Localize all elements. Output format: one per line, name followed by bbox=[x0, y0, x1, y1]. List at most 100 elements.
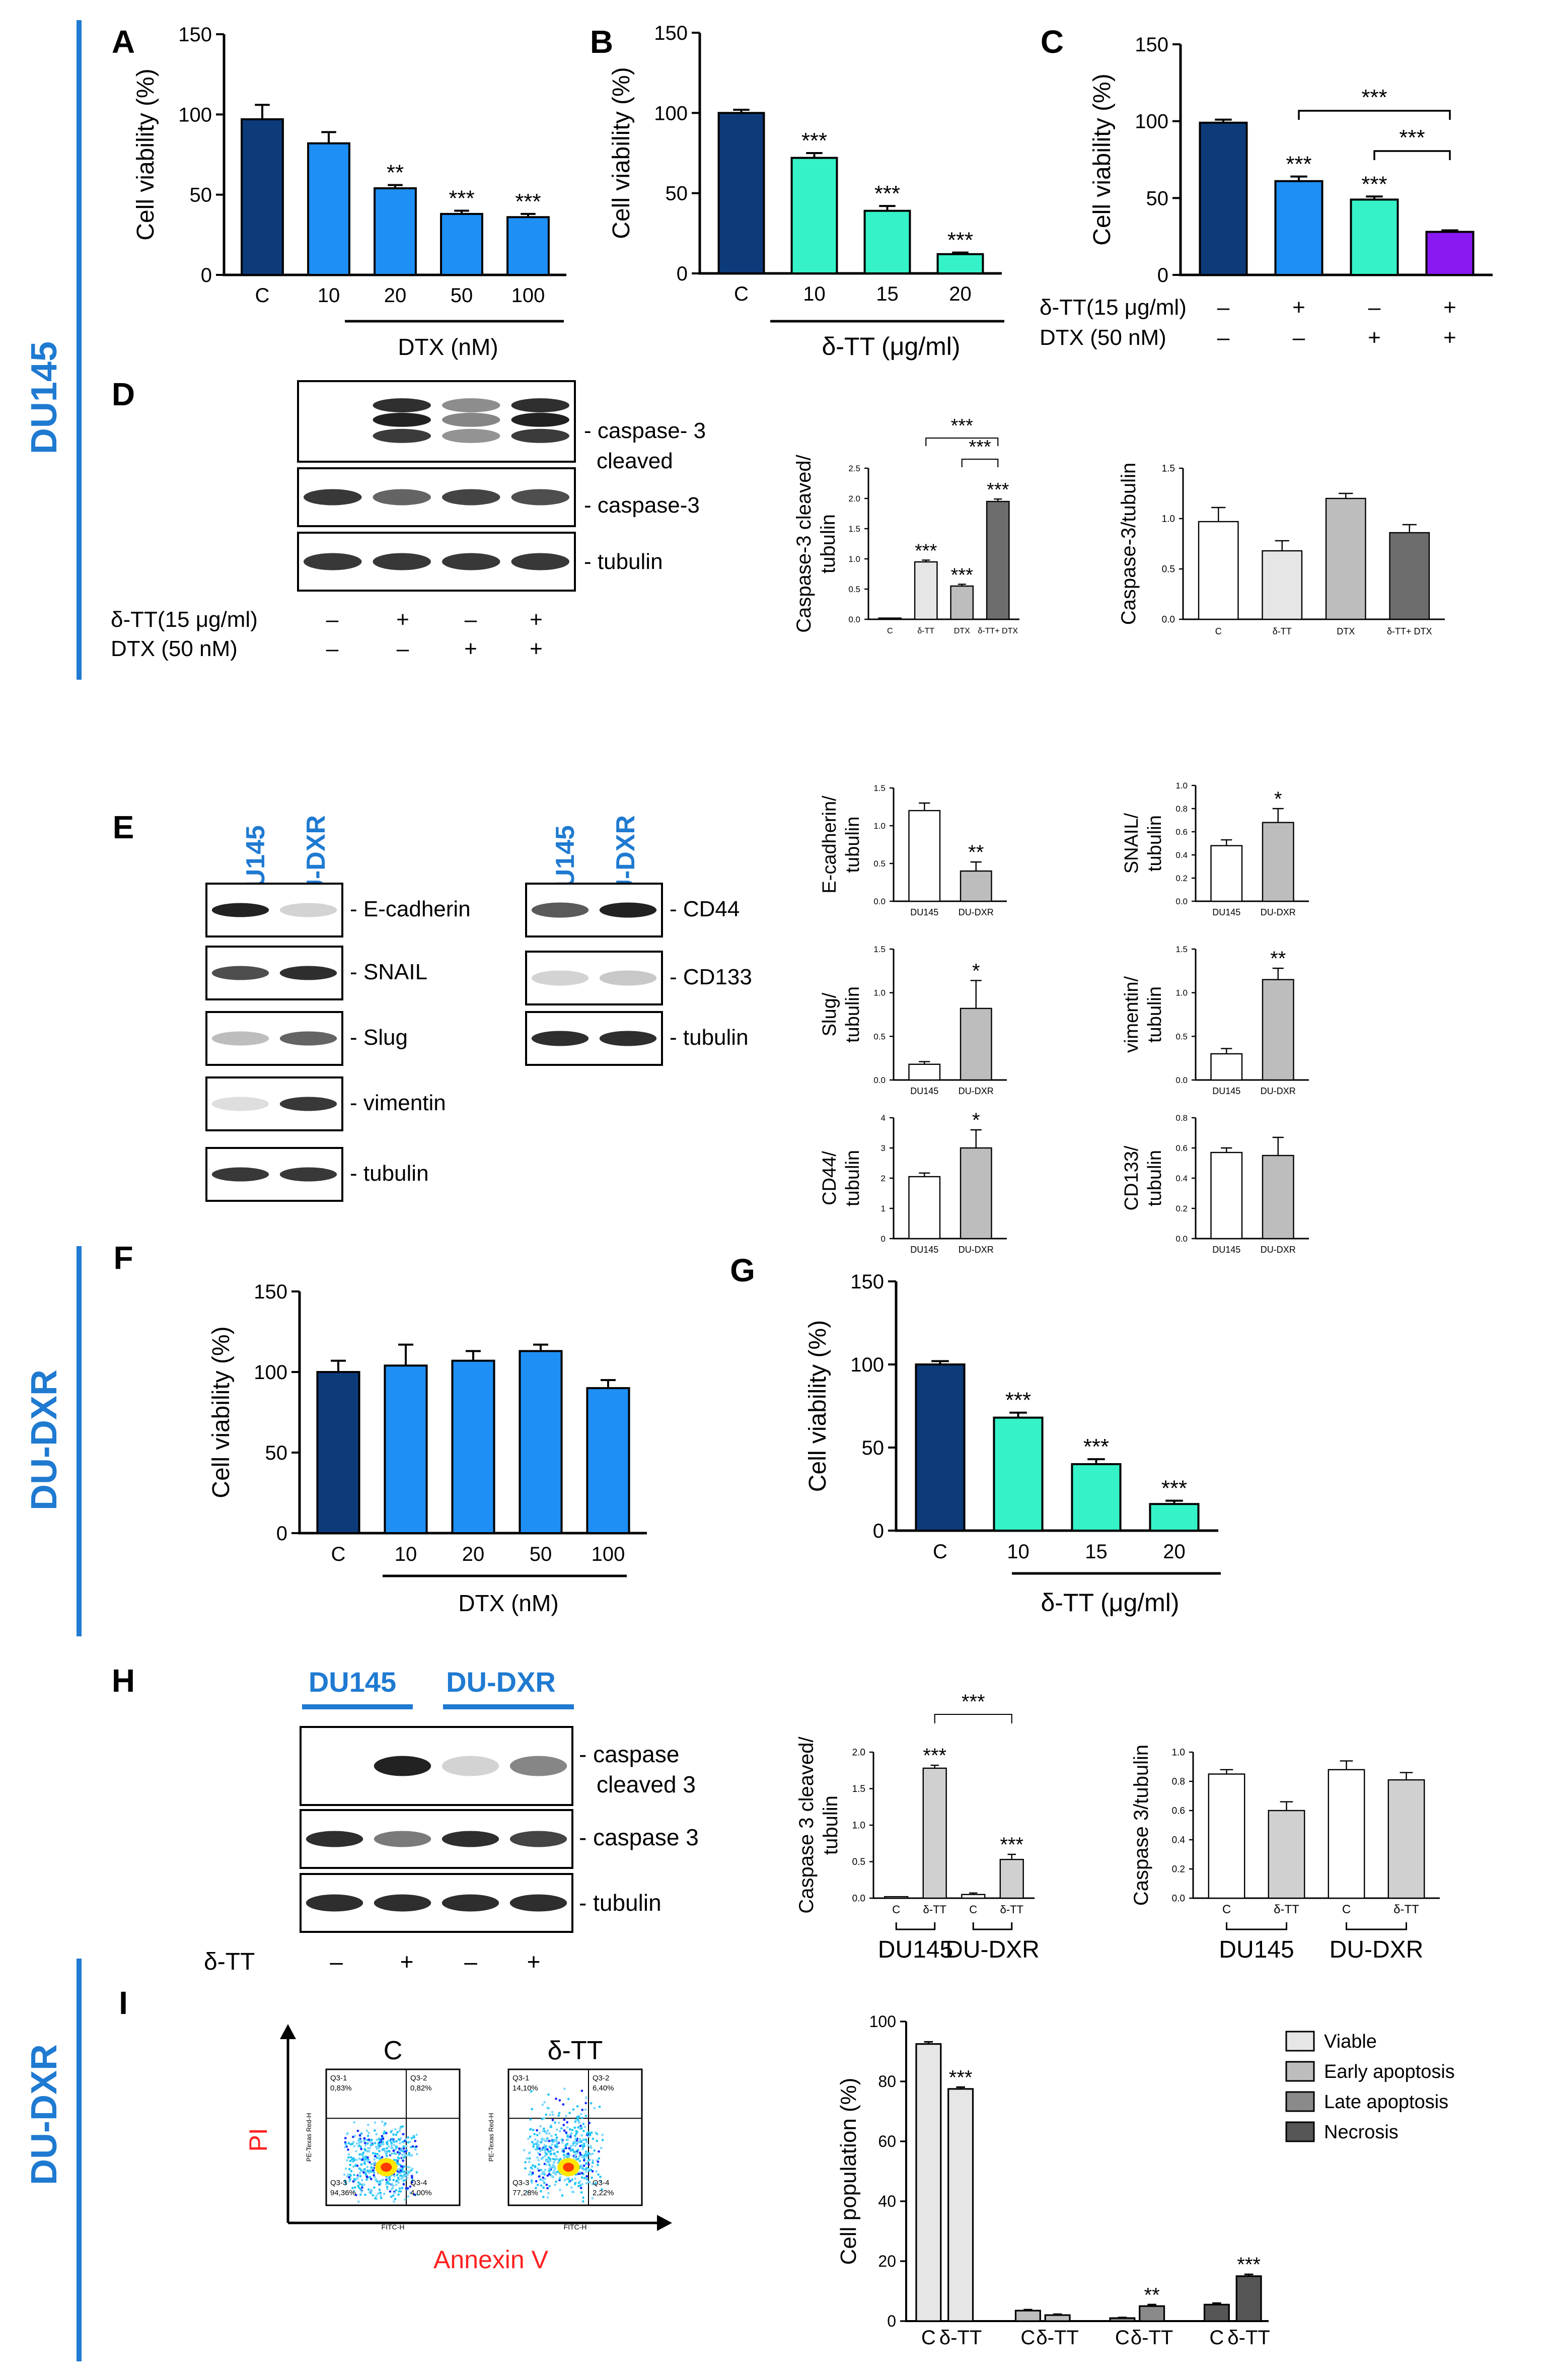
flow-event bbox=[392, 2133, 395, 2136]
bar bbox=[961, 1894, 986, 1899]
band bbox=[511, 398, 569, 412]
flow-event bbox=[343, 2146, 346, 2149]
y-tick-label: 0.4 bbox=[1172, 1835, 1186, 1846]
flow-event bbox=[577, 2126, 580, 2129]
flow-event bbox=[572, 2150, 575, 2153]
bar bbox=[790, 157, 838, 274]
flow-event bbox=[591, 2161, 594, 2164]
group-header: DU-DXR bbox=[446, 1666, 556, 1698]
flow-event bbox=[365, 2129, 369, 2132]
panel-letter-i: I bbox=[119, 1985, 128, 2021]
x-tick-label: δ-TT+ DTX bbox=[1387, 626, 1432, 636]
flow-plot: δ-TT Q3-1 14,10% Q3-2 6,40% Q3-3 77,28% Q3-4 2,2… bbox=[487, 2036, 643, 2231]
band bbox=[531, 902, 589, 918]
quadrant-text: Q3-1 bbox=[330, 2074, 347, 2082]
density-core bbox=[381, 2162, 392, 2172]
flow-event bbox=[544, 2140, 547, 2143]
flow-event bbox=[555, 2155, 558, 2158]
flow-event bbox=[552, 2148, 555, 2151]
flow-event bbox=[581, 2156, 584, 2159]
flow-event bbox=[395, 2146, 398, 2149]
flow-event bbox=[373, 2158, 376, 2161]
flow-event bbox=[560, 2127, 563, 2130]
significance-label: *** bbox=[915, 540, 937, 561]
group-header: DU145 bbox=[309, 1666, 396, 1698]
band bbox=[442, 1894, 499, 1912]
blot-label: cleaved bbox=[597, 449, 673, 473]
flow-event bbox=[578, 2155, 581, 2158]
flow-event bbox=[551, 2143, 554, 2146]
bar bbox=[960, 1147, 992, 1240]
flow-event bbox=[536, 2167, 539, 2170]
flow-event bbox=[563, 2156, 566, 2159]
treatment-label: δ-TT bbox=[204, 1949, 255, 1975]
y-tick-label: 0.0 bbox=[852, 1894, 865, 1904]
y-tick-label: 50 bbox=[666, 183, 688, 205]
flow-event bbox=[549, 2113, 551, 2116]
y-tick-label: 1.5 bbox=[1162, 464, 1175, 474]
bar bbox=[1350, 198, 1399, 276]
flow-event bbox=[385, 2132, 388, 2135]
legend-swatch bbox=[1285, 2091, 1315, 2112]
bar bbox=[1044, 2314, 1071, 2322]
x-tick-label: 10 bbox=[1007, 1541, 1030, 1563]
flow-event bbox=[574, 2154, 577, 2157]
flow-event bbox=[582, 2159, 585, 2162]
flow-event bbox=[374, 2142, 377, 2144]
y-tick-label: 0.4 bbox=[1175, 850, 1188, 860]
flow-event bbox=[584, 2115, 587, 2117]
section-bar bbox=[77, 1246, 82, 1636]
flow-event bbox=[347, 2156, 350, 2159]
x-tick-label: 10 bbox=[318, 284, 340, 307]
flow-event bbox=[396, 2179, 398, 2182]
y-tick-label: 1.0 bbox=[1162, 514, 1175, 525]
flow-event bbox=[549, 2159, 552, 2162]
flow-event bbox=[558, 2178, 561, 2180]
flow-event bbox=[410, 2146, 412, 2148]
flow-event bbox=[352, 2190, 355, 2193]
flow-event bbox=[370, 2170, 373, 2173]
flow-event bbox=[364, 2173, 367, 2176]
flow-event bbox=[375, 2133, 378, 2136]
flow-event bbox=[403, 2165, 406, 2168]
flow-event bbox=[386, 2143, 389, 2146]
flow-event bbox=[353, 2174, 356, 2177]
flow-event bbox=[399, 2167, 402, 2170]
flow-event bbox=[363, 2149, 366, 2151]
flow-event bbox=[542, 2176, 545, 2179]
x-tick-label: DU-DXR bbox=[959, 907, 994, 917]
treatment-sign: – bbox=[1293, 325, 1305, 350]
flow-event bbox=[581, 2139, 584, 2142]
y-tick-label: 50 bbox=[1146, 187, 1169, 209]
y-tick-label: 2.0 bbox=[852, 1748, 865, 1758]
flow-event bbox=[552, 2171, 555, 2174]
flow-event bbox=[556, 2157, 559, 2160]
flow-event bbox=[394, 2148, 397, 2151]
flow-event bbox=[580, 2089, 583, 2093]
flow-event bbox=[538, 2163, 541, 2166]
y-tick-label: 0.2 bbox=[1175, 1204, 1188, 1213]
flow-event bbox=[586, 2153, 589, 2156]
treatment-sign: – bbox=[464, 1949, 477, 1975]
flow-event bbox=[353, 2145, 356, 2148]
y-tick-label: 0.0 bbox=[1175, 1234, 1188, 1244]
x-tick-label: 10 bbox=[395, 1543, 417, 1565]
y-tick-label: 1.5 bbox=[873, 945, 886, 954]
band bbox=[511, 412, 569, 427]
flow-event bbox=[559, 2189, 561, 2191]
group-bracket bbox=[972, 1922, 1013, 1930]
flow-event bbox=[362, 2171, 365, 2174]
bar bbox=[1199, 121, 1248, 276]
flow-event bbox=[388, 2150, 391, 2153]
x-tick-label: C bbox=[887, 627, 893, 635]
flow-event bbox=[343, 2173, 346, 2176]
flow-event bbox=[394, 2198, 397, 2201]
flow-event bbox=[549, 2149, 552, 2152]
quadrant-text: Q3-4 bbox=[410, 2179, 427, 2187]
flow-event bbox=[402, 2133, 405, 2136]
flow-event bbox=[415, 2133, 418, 2136]
treatment-sign: + bbox=[1368, 325, 1381, 350]
flow-event bbox=[358, 2168, 361, 2170]
flow-event bbox=[401, 2187, 404, 2190]
flow-event bbox=[360, 2132, 363, 2135]
